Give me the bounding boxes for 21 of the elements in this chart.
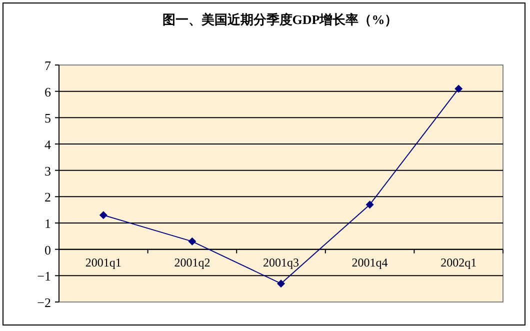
x-tick-label: 2001q3 [263, 255, 299, 270]
y-tick-label: 6 [44, 84, 52, 100]
point [99, 211, 108, 220]
y-tick-label: 4 [44, 137, 52, 152]
point [454, 84, 463, 93]
x-tick-label: 2001q2 [174, 255, 210, 270]
point [188, 237, 196, 246]
y-tick-label: 3 [44, 163, 51, 178]
point [366, 200, 374, 209]
title: 图一、美国近期分季度GDP增长率（%） [162, 12, 398, 27]
point [277, 280, 285, 288]
y-tick-label: 2 [44, 190, 51, 205]
y-tick-label: 5 [44, 110, 51, 126]
y-tick-label: 0 [44, 242, 51, 258]
x-tick-label: 2001q1 [85, 255, 122, 270]
y-tick-label: −1 [37, 268, 51, 284]
y-tick-label: −2 [37, 295, 51, 310]
y-tick-label: 7 [44, 58, 52, 73]
x-tick-label: 2002q1 [440, 255, 477, 270]
y-tick-label: 1 [44, 216, 51, 231]
x-tick-label: 2001q4 [352, 255, 388, 270]
